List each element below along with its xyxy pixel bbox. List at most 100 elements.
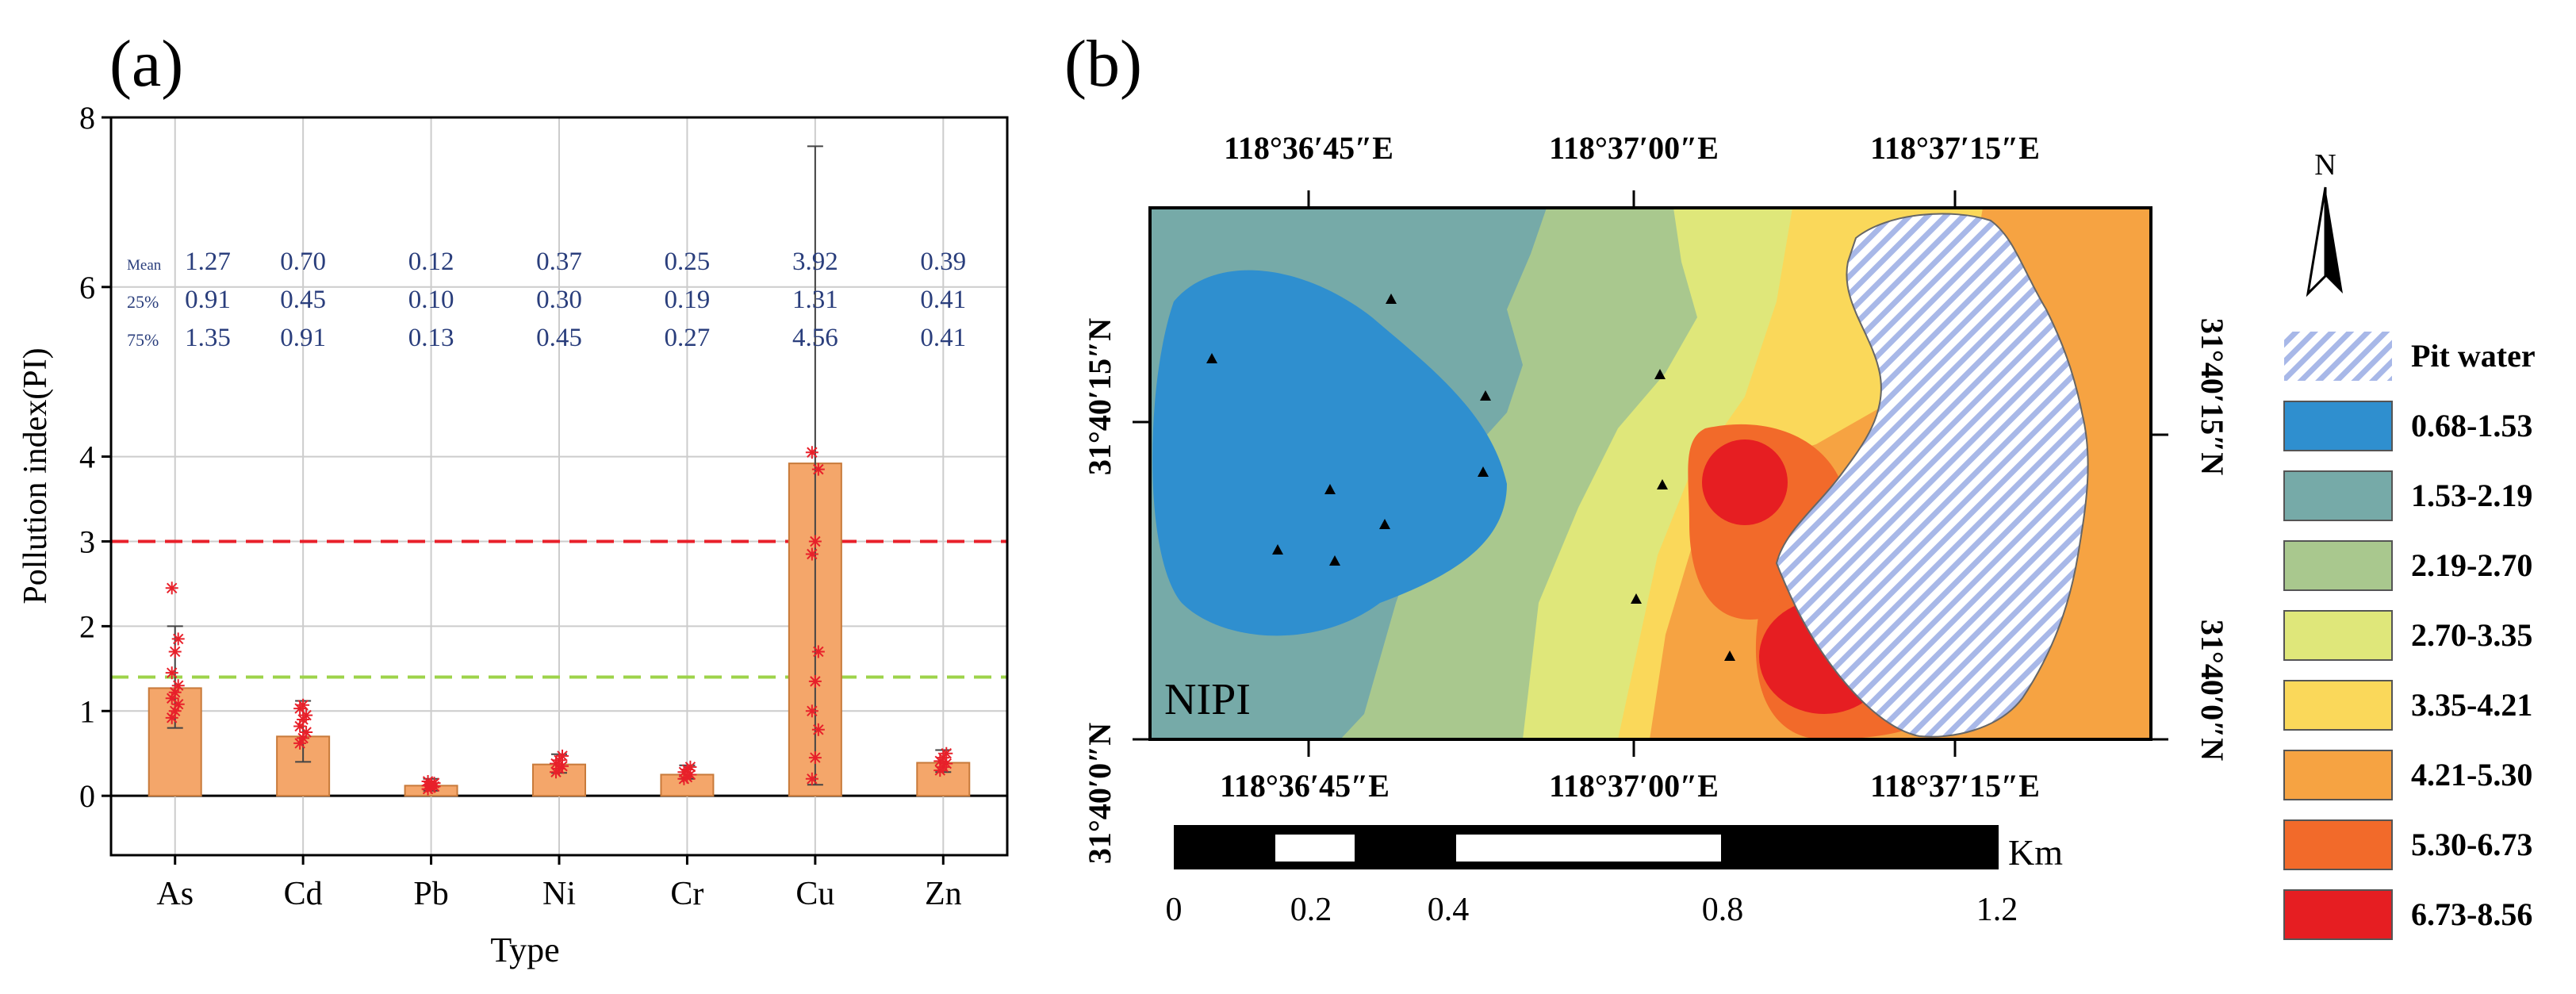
map-label-nipi: NIPI bbox=[1164, 675, 1251, 724]
y-axis-ticks: 0 1 2 3 4 6 8 bbox=[79, 100, 111, 814]
legend-label: 3.35-4.21 bbox=[2411, 687, 2532, 723]
legend-swatch bbox=[2283, 540, 2393, 591]
panel-a-bar-chart: (a) 0 1 2 3 4 6 8 As Cd Pb Ni Cr Cu Zn Mean 1.27 0.70 0… bbox=[0, 0, 1063, 990]
north-arrow-icon: N bbox=[2306, 148, 2343, 297]
legend-label: 2.19-2.70 bbox=[2411, 547, 2532, 583]
data-point bbox=[811, 645, 825, 658]
gridlines bbox=[111, 117, 1007, 855]
scale-unit: Km bbox=[2008, 832, 2063, 873]
data-point bbox=[811, 462, 825, 476]
data-point bbox=[808, 674, 822, 688]
left-lat-label-2: 31°40′0″N bbox=[1082, 723, 1117, 864]
scale-tick-0-2: 0.2 bbox=[1290, 892, 1332, 928]
stat-value: 1.35 bbox=[185, 324, 231, 352]
stat-value: 0.45 bbox=[536, 324, 582, 352]
stat-value: 1.31 bbox=[792, 286, 838, 314]
y-axis-title: Pollution index(PI) bbox=[17, 347, 54, 604]
map-ticks bbox=[1133, 190, 2168, 757]
data-point bbox=[421, 775, 435, 788]
right-lat-label-1: 31°40′15″N bbox=[2195, 318, 2230, 475]
site-marker bbox=[1480, 390, 1491, 401]
panel-label-a: (a) bbox=[109, 27, 183, 101]
site-marker bbox=[1329, 555, 1340, 566]
reference-lines bbox=[111, 539, 1007, 679]
legend-label: 1.53-2.19 bbox=[2411, 478, 2532, 513]
legend-swatch bbox=[2284, 332, 2392, 381]
site-marker bbox=[1272, 544, 1283, 555]
nipi-map: (b) 118°36′45″E 118°37′00″E 118°37′15″E bbox=[1064, 27, 2536, 940]
site-marker bbox=[1379, 519, 1390, 529]
stat-value: 0.45 bbox=[280, 286, 326, 314]
bottom-lon-label-2: 118°37′00″E bbox=[1549, 768, 1719, 804]
stat-value: 0.12 bbox=[408, 248, 454, 276]
stat-value: 0.41 bbox=[920, 324, 966, 352]
x-tick-label: Zn bbox=[925, 876, 962, 912]
y-tick-label: 4 bbox=[79, 439, 95, 475]
y-tick-label: 1 bbox=[79, 693, 95, 729]
legend-label: 2.70-3.35 bbox=[2411, 617, 2532, 653]
legend-swatch bbox=[2283, 819, 2393, 870]
stat-value: 0.70 bbox=[280, 248, 326, 276]
data-point bbox=[165, 581, 178, 595]
data-point bbox=[165, 666, 178, 680]
stat-value: 0.25 bbox=[665, 248, 711, 276]
zone-6-73-8-56-a bbox=[1702, 439, 1788, 525]
stat-value: 0.37 bbox=[536, 248, 582, 276]
legend-label: 6.73-8.56 bbox=[2411, 896, 2532, 932]
zone-0-68-1-53 bbox=[1152, 270, 1507, 636]
x-axis-title: Type bbox=[490, 931, 559, 969]
stat-value: 0.19 bbox=[665, 286, 711, 314]
stat-row-label: Mean bbox=[127, 257, 162, 274]
data-point bbox=[808, 535, 822, 548]
site-marker bbox=[1724, 651, 1735, 661]
data-point bbox=[805, 704, 818, 718]
scale-tick-0: 0 bbox=[1166, 892, 1183, 928]
panel-label-b: (b) bbox=[1064, 27, 1142, 101]
map-legend: Pit water 0.68-1.53 1.53-2.19 2.19-2.70 2.70… bbox=[2283, 332, 2536, 940]
scale-bar: Km 0 0.2 0.4 0.8 1.2 bbox=[1166, 825, 2063, 928]
legend-swatch bbox=[2283, 470, 2393, 521]
site-marker bbox=[1631, 593, 1642, 604]
x-tick-label: Pb bbox=[413, 876, 448, 912]
legend-swatch bbox=[2283, 401, 2393, 451]
x-tick-label: As bbox=[156, 876, 194, 912]
legend-swatch bbox=[2283, 889, 2393, 940]
site-marker bbox=[1206, 353, 1217, 363]
bottom-lon-label-1: 118°36′45″E bbox=[1220, 768, 1390, 804]
top-lon-label-3: 118°37′15″E bbox=[1870, 130, 2040, 166]
scale-tick-1-2: 1.2 bbox=[1976, 892, 2018, 928]
stat-value: 0.41 bbox=[920, 286, 966, 314]
y-tick-label: 2 bbox=[79, 608, 95, 644]
x-tick-label: Cu bbox=[795, 876, 834, 912]
legend-swatch bbox=[2283, 750, 2393, 800]
map-frame bbox=[1148, 206, 2152, 741]
x-axis-ticks: As Cd Pb Ni Cr Cu Zn bbox=[156, 855, 962, 912]
site-marker bbox=[1657, 479, 1668, 489]
data-point bbox=[168, 645, 182, 658]
pollution-index-chart: (a) 0 1 2 3 4 6 8 As Cd Pb Ni Cr Cu Zn Mean 1.27 0.70 0… bbox=[17, 27, 1009, 969]
bar-cd bbox=[276, 735, 331, 797]
top-lon-label-2: 118°37′00″E bbox=[1549, 130, 1719, 166]
stat-value: 3.92 bbox=[792, 248, 838, 276]
data-point bbox=[300, 726, 313, 739]
stat-value: 0.10 bbox=[408, 286, 454, 314]
y-tick-label: 8 bbox=[79, 100, 95, 136]
data-point bbox=[297, 698, 310, 712]
site-marker bbox=[1386, 294, 1397, 304]
statistics-table: Mean 1.27 0.70 0.12 0.37 0.25 3.92 0.39 25% 0.91 0… bbox=[127, 248, 966, 352]
stat-value: 0.39 bbox=[920, 248, 966, 276]
x-tick-label: Ni bbox=[542, 876, 576, 912]
data-point bbox=[805, 446, 818, 459]
stat-value: 1.27 bbox=[185, 248, 231, 276]
legend-swatch bbox=[2283, 610, 2393, 661]
legend-label: 0.68-1.53 bbox=[2411, 408, 2532, 443]
x-tick-label: Cd bbox=[284, 876, 323, 912]
stat-value: 0.91 bbox=[185, 286, 231, 314]
scale-tick-0-8: 0.8 bbox=[1702, 892, 1744, 928]
left-lat-label-1: 31°40′15″N bbox=[1082, 318, 1117, 475]
right-lat-label-2: 31°40′0″N bbox=[2195, 620, 2230, 761]
legend-swatch bbox=[2283, 680, 2393, 731]
site-marker bbox=[1654, 369, 1666, 379]
sampling-sites bbox=[1206, 294, 1735, 661]
sample-points bbox=[165, 446, 953, 796]
